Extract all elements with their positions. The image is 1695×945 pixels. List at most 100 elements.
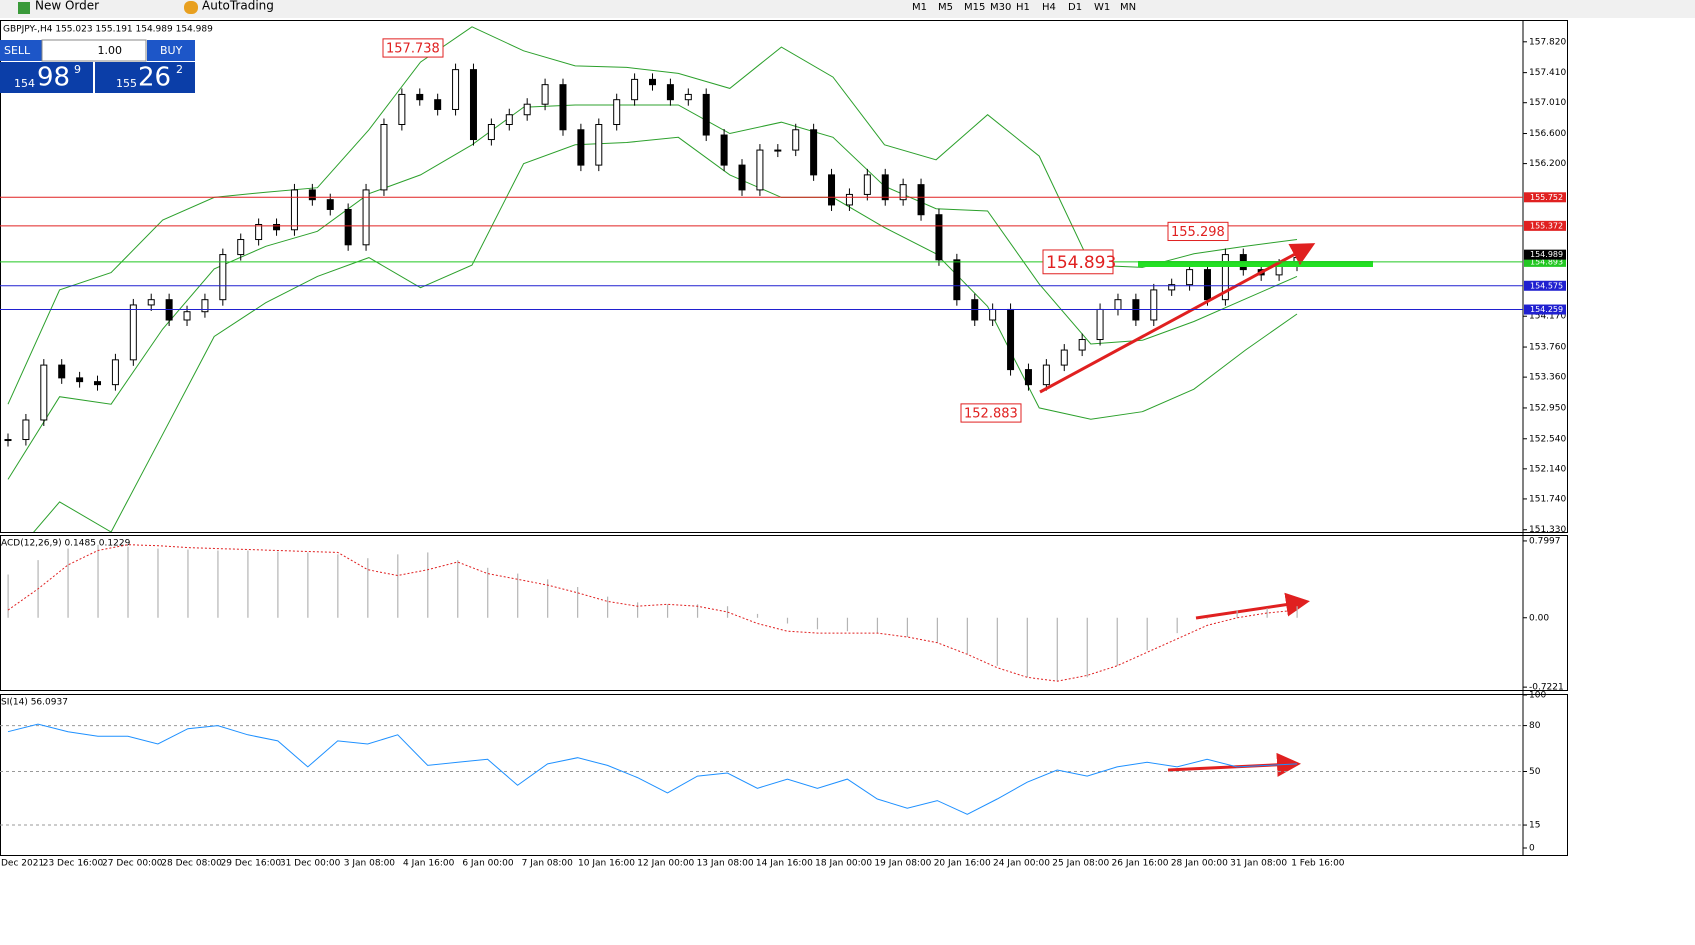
period-button[interactable]: MN: [1120, 2, 1136, 13]
histogram-bar: [1146, 617, 1148, 651]
rsi-frame: [0, 694, 1568, 856]
period-button[interactable]: D1: [1068, 2, 1082, 13]
annotation-box: [1167, 221, 1229, 242]
histogram-bar: [846, 617, 849, 632]
level-label-box: [1524, 220, 1566, 231]
buy-price-frac: 2: [176, 63, 183, 76]
sell-price-pips: 98: [37, 63, 70, 93]
macd-arrow: [1195, 592, 1310, 620]
buy-price-box[interactable]: [95, 62, 195, 93]
level-label-box: [1524, 192, 1566, 203]
histogram-bar: [577, 587, 579, 618]
y-tick-label: 0.7997: [1529, 536, 1561, 546]
x-tick-label: 23 Dec 16:00: [43, 859, 104, 869]
level-label-box: [1524, 280, 1566, 291]
y-tick-label: 157.820: [1529, 37, 1566, 47]
histogram-bar: [816, 617, 819, 630]
period-button[interactable]: M5: [938, 2, 953, 13]
buy-button[interactable]: [147, 40, 195, 61]
annotation-box: [382, 38, 444, 58]
candle: [147, 299, 155, 306]
x-tick-label: 28 Dec 08:00: [161, 859, 222, 869]
histogram-bar: [367, 558, 369, 618]
candle: [1168, 284, 1176, 291]
histogram-bar: [67, 548, 69, 618]
x-tick-label: 25 Jan 08:00: [1052, 859, 1109, 869]
lot[interactable]: 1.00: [98, 44, 123, 57]
histogram-bar: [1296, 606, 1298, 618]
candle: [666, 84, 674, 101]
candle: [595, 124, 603, 166]
level-label: 155.752: [1530, 193, 1563, 202]
histogram-bar: [247, 550, 249, 618]
histogram-bar: [277, 551, 279, 618]
candle: [469, 69, 477, 141]
histogram-bar: [637, 602, 639, 618]
x-tick-label: 4 Jan 16:00: [403, 859, 455, 869]
x-tick-label: 27 Dec 00:00: [102, 859, 163, 869]
candle: [1060, 349, 1068, 366]
histogram-bar: [307, 552, 309, 618]
candle: [255, 223, 263, 241]
sell-label[interactable]: SELL: [4, 44, 31, 57]
histogram-bar: [996, 617, 998, 666]
candle: [290, 189, 298, 231]
candle: [362, 189, 370, 246]
candle: [380, 124, 388, 191]
buy-label[interactable]: BUY: [160, 44, 183, 57]
price-plot: [4, 26, 1301, 532]
y-tick-label: 152.140: [1529, 464, 1566, 474]
period-button[interactable]: M30: [990, 2, 1011, 13]
sell-price-box[interactable]: [0, 62, 93, 93]
trend-arrow: [1039, 243, 1316, 394]
x-tick-label: 19 Jan 08:00: [874, 859, 931, 869]
period-button[interactable]: M15: [964, 2, 985, 13]
candle: [1203, 269, 1211, 301]
level-label-box: [1524, 304, 1566, 315]
upper-line: [7, 26, 1298, 405]
lot-box[interactable]: [41, 39, 147, 62]
candle: [487, 124, 495, 141]
candle: [631, 78, 639, 101]
values-line: [7, 723, 1298, 815]
candle: [917, 184, 925, 216]
candle: [756, 149, 764, 191]
autotrading[interactable]: AutoTrading: [202, 0, 274, 13]
period-button[interactable]: M1: [912, 2, 927, 13]
candle: [111, 359, 119, 386]
histogram-bar: [187, 549, 189, 618]
y-tick-label: 100: [1529, 691, 1546, 701]
symbol-header: GBPJPY-,H4 155.023 155.191 154.989 154.9…: [3, 25, 213, 35]
level-label: 154.259: [1530, 305, 1563, 314]
candle: [702, 93, 710, 136]
y-tick-label: 152.950: [1529, 403, 1566, 413]
period-button[interactable]: H1: [1016, 2, 1030, 13]
candle: [76, 377, 84, 383]
candle: [684, 93, 692, 101]
candle: [58, 364, 66, 379]
new-order-icon[interactable]: [18, 2, 30, 14]
histogram-bar: [1056, 617, 1058, 682]
sell-button[interactable]: [0, 40, 42, 61]
candle: [810, 129, 818, 176]
histogram-bar: [876, 617, 879, 634]
level-label: 155.372: [1530, 221, 1563, 230]
new-order[interactable]: New Order: [35, 0, 99, 13]
candle: [863, 174, 871, 195]
y-tick-label: 151.740: [1529, 494, 1566, 504]
histogram-bar: [337, 554, 339, 618]
x-tick-label: 24 Jan 00:00: [993, 859, 1050, 869]
x-tick-label: 13 Jan 08:00: [697, 859, 754, 869]
histogram-bar: [936, 617, 938, 643]
lower-line: [33, 136, 1298, 532]
autotrading-icon[interactable]: [184, 1, 198, 14]
y-tick-label: 153.760: [1529, 343, 1566, 353]
histogram-bar: [397, 554, 399, 618]
period-button[interactable]: H4: [1042, 2, 1056, 13]
period-button[interactable]: W1: [1094, 2, 1110, 13]
candle: [326, 199, 334, 210]
x-tick-label: 18 Jan 00:00: [815, 859, 872, 869]
bid-label: 154.989: [1530, 250, 1563, 259]
